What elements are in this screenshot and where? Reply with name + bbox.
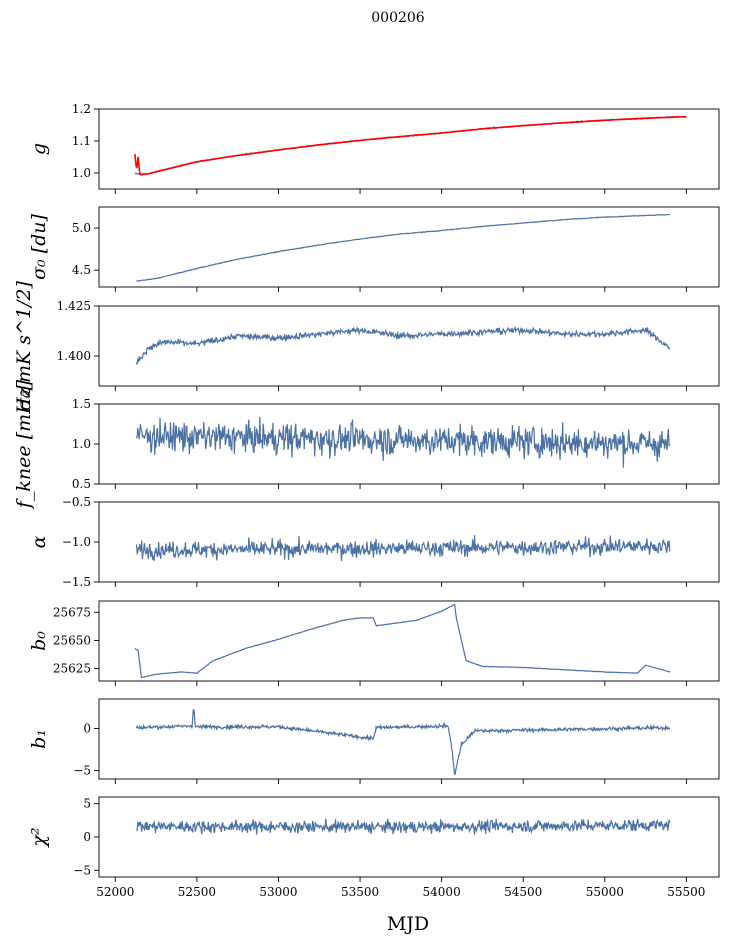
y-tick-label-fknee: 1.0 [72,437,91,451]
series-line-b0-0 [134,603,671,679]
y-axis-label-sigma0: σ₀ [du] [28,213,50,279]
x-tick-label: 54000 [423,885,461,899]
y-axis-label-chi2: χ² [28,827,50,848]
y-tick-label-sigma0: 4.5 [72,263,91,277]
y-axis-label-fknee: f_knee [mHz] [13,379,35,510]
series-line-g-0 [134,115,679,177]
y-tick-label-sigma0_calibrated: 1.425 [57,299,91,313]
y-tick-label-chi2: −5 [73,863,91,877]
y-tick-label-g: 1.0 [72,166,91,180]
y-tick-label-sigma0: 5.0 [72,221,91,235]
y-axis-label-alpha: α [28,535,50,548]
panel-b1: −5 0 b₁ [28,698,720,784]
panel-sigma0: 4.5 5.0 σ₀ [du] [28,206,720,292]
figure-title: 000206 [371,10,425,26]
x-tick-label: 55500 [667,885,705,899]
x-tick-label: 55000 [586,885,624,899]
y-axis-label-b0: b₀ [28,631,50,651]
panel-alpha: −1.5 −1.0 −0.5 α [28,495,720,589]
y-tick-label-chi2: 0 [83,830,91,844]
series-line-sigma0-0 [136,213,670,282]
axes-frame-sigma0_calibrated [98,305,720,387]
x-tick-label: 52000 [96,885,134,899]
y-tick-label-b1: 0 [83,721,91,735]
panels: 1.0 1.1 1.2 g 4.5 5.0 σ₀ [du] 1.400 1.425 σ₀[mK s… [13,102,720,899]
y-tick-label-chi2: 5 [83,797,91,811]
y-tick-label-b1: −5 [73,764,91,778]
panel-fknee: 0.5 1.0 1.5 f_knee [mHz] [13,379,720,510]
axes-frame-b1 [98,698,720,780]
axes-frame-b0 [98,600,720,682]
y-tick-label-alpha: −0.5 [62,495,91,509]
panel-sigma0_calibrated: 1.400 1.425 σ₀[mK s^1/2] [13,280,720,411]
axes-frame-g [98,108,720,190]
axes-frame-fknee [98,403,720,485]
x-axis-label: MJD [387,913,429,935]
y-tick-label-fknee: 0.5 [72,477,91,491]
axes-frame-sigma0 [98,206,720,288]
axes-frame-chi2 [98,796,720,878]
y-tick-label-alpha: −1.0 [62,535,91,549]
y-tick-label-b0: 25625 [53,662,91,676]
y-axis-label-b1: b₁ [28,729,50,749]
panel-g: 1.0 1.1 1.2 g [28,102,720,194]
y-tick-label-fknee: 1.5 [72,397,91,411]
y-tick-label-g: 1.1 [72,134,91,148]
series-line-alpha-0 [135,535,671,562]
y-tick-label-b0: 25650 [53,633,91,647]
y-tick-label-alpha: −1.5 [62,575,91,589]
y-tick-label-g: 1.2 [72,102,91,116]
y-tick-label-b0: 25675 [53,605,91,619]
series-line-g-1 [134,115,687,176]
y-tick-label-sigma0_calibrated: 1.400 [57,349,91,363]
y-axis-label-g: g [28,143,50,155]
x-tick-label: 53500 [341,885,379,899]
x-tick-label: 52500 [178,885,216,899]
y-axis-label-sigma0_calibrated: σ₀[mK s^1/2] [13,280,35,410]
axes-frame-alpha [98,501,720,583]
series-line-sigma0_calibrated-0 [135,326,671,365]
panel-chi2: −5 0 5 52000 52500 53000 53500 54000 54500 55000 5… [28,796,720,899]
series-line-b1-0 [135,709,671,775]
series-line-chi2-0 [136,818,671,835]
x-tick-label: 54500 [504,885,542,899]
series-line-fknee-0 [135,416,671,468]
x-tick-label: 53000 [259,885,297,899]
